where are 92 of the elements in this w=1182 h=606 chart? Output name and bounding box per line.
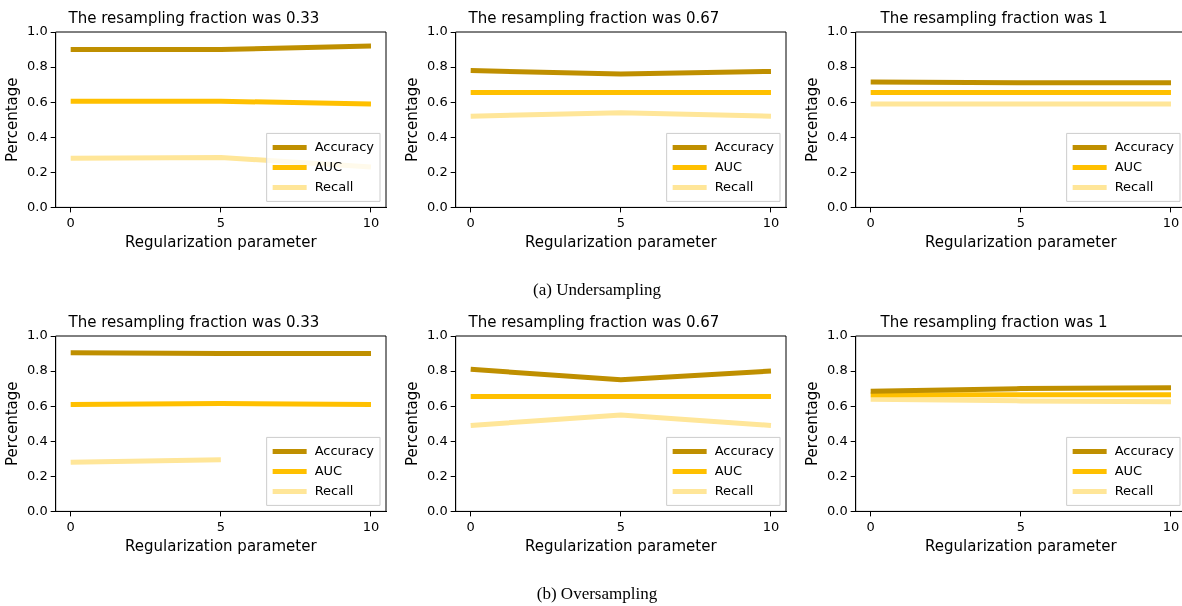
x-tick-label: 0: [866, 518, 875, 534]
y-tick-label: 0.6: [26, 93, 48, 109]
x-tick-label: 10: [1162, 214, 1180, 230]
x-tick-label: 5: [1016, 518, 1025, 534]
x-tick-label: 0: [866, 214, 875, 230]
y-tick-label: 1.0: [426, 327, 448, 343]
x-axis-title: Regularization parameter: [125, 536, 318, 555]
x-tick-label: 0: [466, 214, 475, 230]
y-tick-label: 0.8: [826, 362, 848, 378]
y-tick-label: 0.0: [826, 502, 848, 518]
chart-title: The resampling fraction was 0.67: [467, 312, 720, 331]
y-axis-title: Percentage: [402, 381, 421, 466]
x-axis-title: Regularization parameter: [925, 536, 1118, 555]
chart-title: The resampling fraction was 0.33: [67, 8, 320, 27]
legend-label: Recall: [714, 178, 754, 194]
y-axis-title: Percentage: [2, 381, 21, 466]
legend-label: Accuracy: [714, 138, 775, 154]
x-tick-label: 5: [216, 518, 225, 534]
x-tick-label: 10: [762, 518, 780, 534]
y-tick-label: 0.4: [826, 432, 848, 448]
x-axis-title: Regularization parameter: [525, 232, 718, 251]
y-tick-label: 0.8: [426, 362, 448, 378]
legend-label: AUC: [714, 158, 743, 174]
legend-label: Recall: [714, 482, 754, 498]
chart-title: The resampling fraction was 0.67: [467, 8, 720, 27]
legend-label: Accuracy: [314, 138, 375, 154]
legend-label: AUC: [714, 462, 743, 478]
y-tick-label: 0.2: [26, 163, 48, 179]
legend-label: Recall: [314, 178, 354, 194]
y-tick-label: 0.2: [426, 163, 448, 179]
y-tick-label: 0.6: [426, 93, 448, 109]
y-tick-label: 0.0: [426, 198, 448, 214]
y-tick-label: 1.0: [26, 327, 48, 343]
legend-label: AUC: [1114, 462, 1143, 478]
x-tick-label: 10: [362, 518, 380, 534]
y-tick-label: 0.2: [826, 467, 848, 483]
y-tick-label: 0.8: [826, 58, 848, 74]
x-axis-title: Regularization parameter: [525, 536, 718, 555]
legend-label: Recall: [314, 482, 354, 498]
x-tick-label: 5: [616, 214, 625, 230]
x-tick-label: 0: [66, 518, 75, 534]
x-axis-title: Regularization parameter: [925, 232, 1118, 251]
y-tick-label: 0.6: [26, 397, 48, 413]
y-tick-label: 0.2: [426, 467, 448, 483]
legend-label: Accuracy: [1114, 138, 1175, 154]
y-tick-label: 0.6: [426, 397, 448, 413]
y-tick-label: 0.0: [26, 502, 48, 518]
y-tick-label: 1.0: [826, 327, 848, 343]
y-tick-label: 0.4: [826, 128, 848, 144]
y-axis-title: Percentage: [2, 77, 21, 162]
y-tick-label: 0.0: [26, 198, 48, 214]
x-tick-label: 5: [1016, 214, 1025, 230]
legend-label: AUC: [1114, 158, 1143, 174]
legend-label: Recall: [1114, 178, 1154, 194]
y-tick-label: 1.0: [26, 23, 48, 39]
x-tick-label: 10: [1162, 518, 1180, 534]
legend-label: AUC: [314, 462, 343, 478]
legend-label: Accuracy: [714, 442, 775, 458]
x-tick-label: 0: [466, 518, 475, 534]
y-tick-label: 0.4: [426, 432, 448, 448]
y-tick-label: 0.2: [826, 163, 848, 179]
x-tick-label: 10: [362, 214, 380, 230]
y-tick-label: 1.0: [826, 23, 848, 39]
y-tick-label: 1.0: [426, 23, 448, 39]
y-tick-label: 0.6: [826, 93, 848, 109]
y-tick-label: 0.4: [26, 128, 48, 144]
y-tick-label: 0.4: [426, 128, 448, 144]
x-tick-label: 5: [216, 214, 225, 230]
chart-title: The resampling fraction was 1: [879, 8, 1108, 27]
y-axis-title: Percentage: [802, 77, 821, 162]
y-axis-title: Percentage: [802, 381, 821, 466]
x-tick-label: 0: [66, 214, 75, 230]
x-tick-label: 10: [762, 214, 780, 230]
y-tick-label: 0.0: [826, 198, 848, 214]
y-tick-label: 0.8: [26, 58, 48, 74]
legend-label: Accuracy: [314, 442, 375, 458]
chart-title: The resampling fraction was 1: [879, 312, 1108, 331]
chart-title: The resampling fraction was 0.33: [67, 312, 320, 331]
text: (b) Oversampling: [535, 584, 659, 604]
y-tick-label: 0.8: [26, 362, 48, 378]
text: (a) Undersampling: [532, 280, 662, 300]
y-tick-label: 0.2: [26, 467, 48, 483]
legend-label: Recall: [1114, 482, 1154, 498]
legend-label: Accuracy: [1114, 442, 1175, 458]
x-tick-label: 5: [616, 518, 625, 534]
x-axis-title: Regularization parameter: [125, 232, 318, 251]
legend-label: AUC: [314, 158, 343, 174]
y-tick-label: 0.0: [426, 502, 448, 518]
y-tick-label: 0.8: [426, 58, 448, 74]
y-tick-label: 0.4: [26, 432, 48, 448]
y-axis-title: Percentage: [402, 77, 421, 162]
y-tick-label: 0.6: [826, 397, 848, 413]
